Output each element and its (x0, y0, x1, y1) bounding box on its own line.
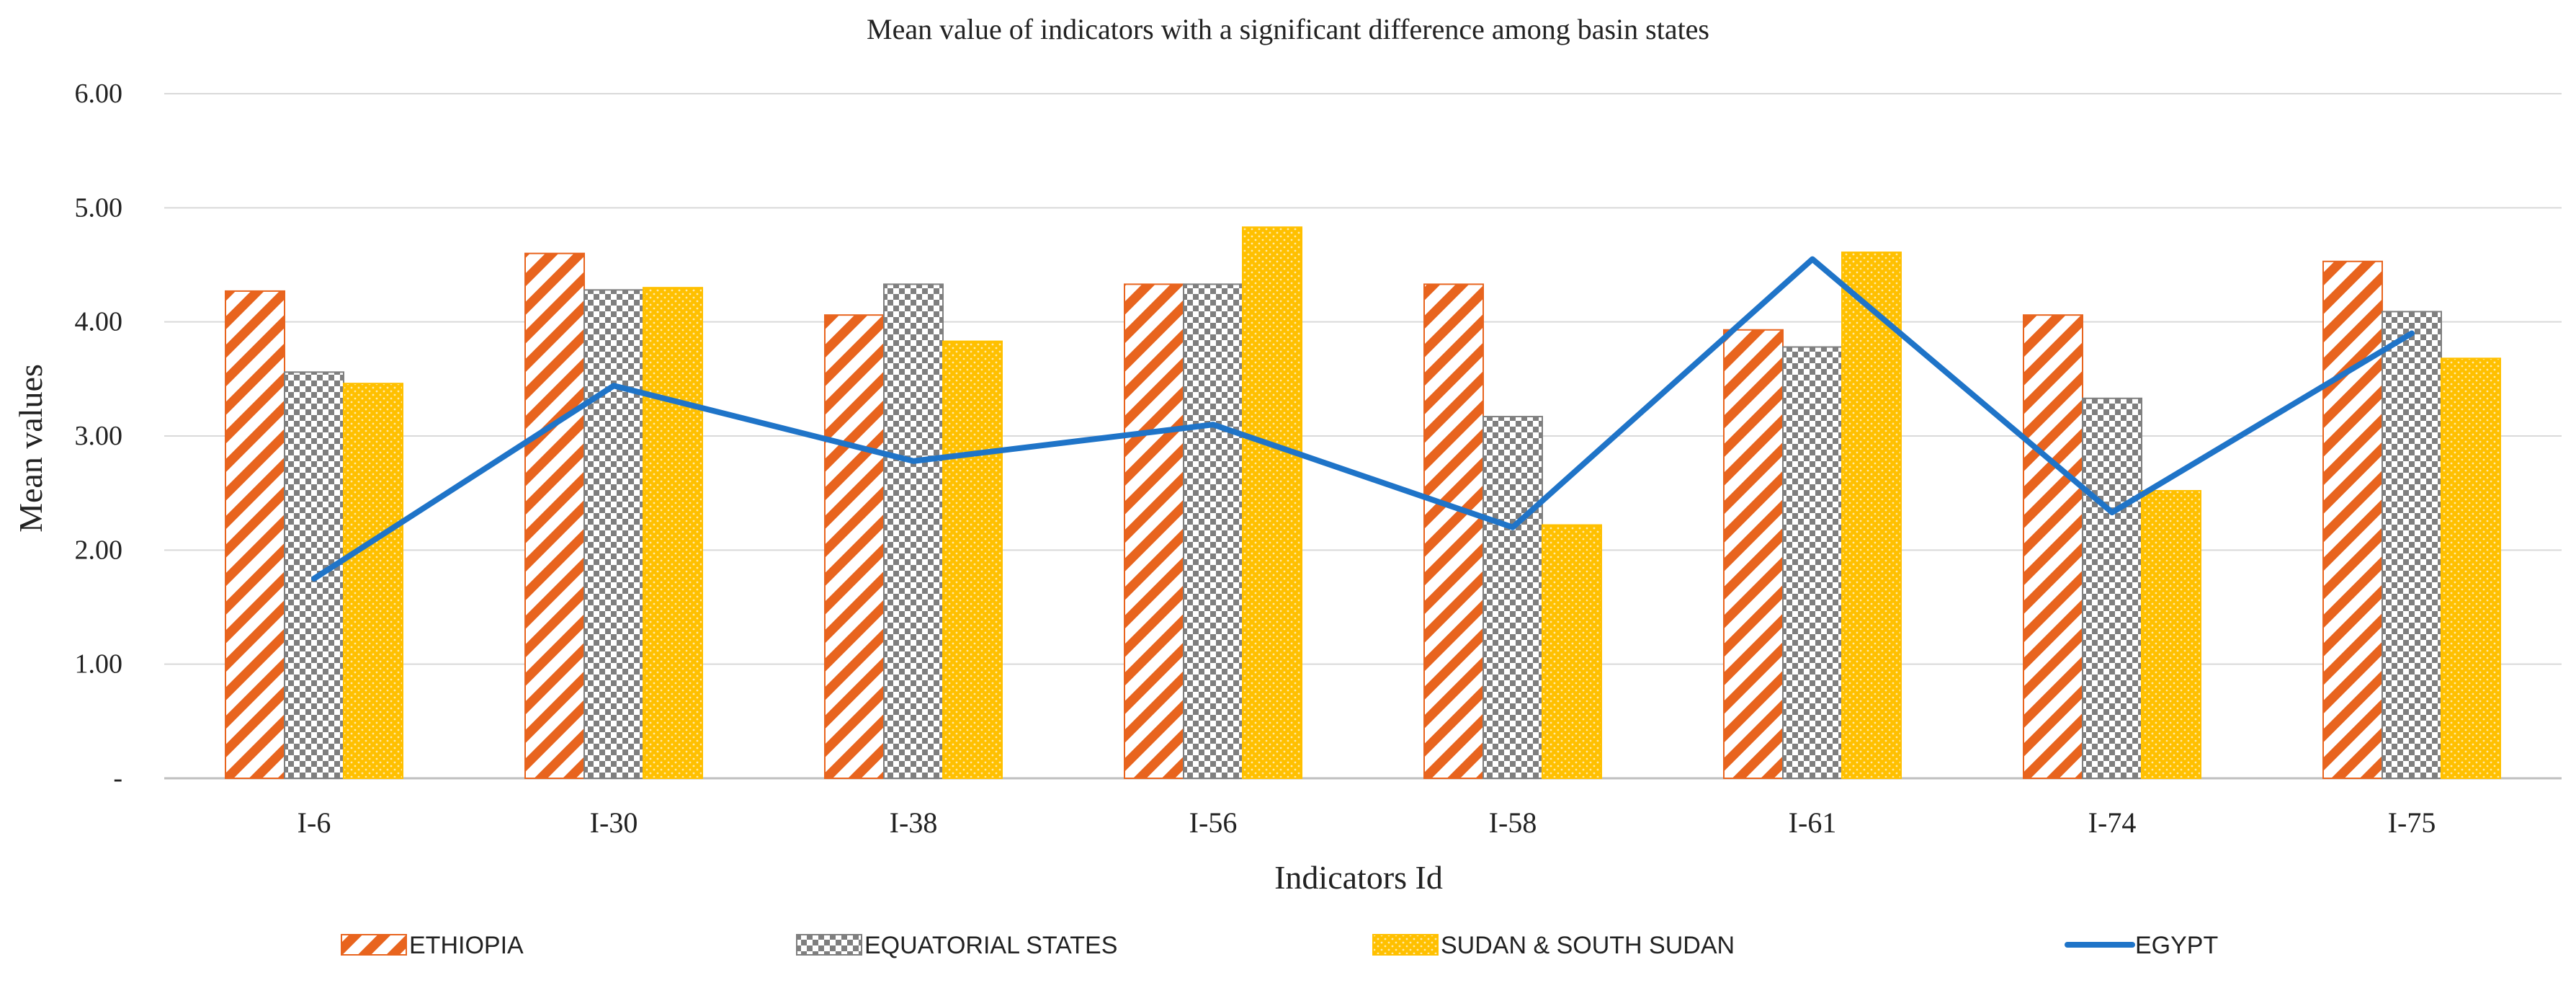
bars (225, 226, 2501, 780)
bar-equatorial-states-i-75 (2382, 311, 2442, 779)
y-tick-label: 3.00 (75, 421, 123, 451)
bar-equatorial-states-i-58 (1482, 416, 1543, 779)
bar-sudan-south-sudan-i-56 (1242, 226, 1302, 779)
egypt-series-line (311, 256, 2415, 582)
bar-ethiopia-i-58 (1423, 283, 1484, 779)
bar-ethiopia-i-6 (225, 290, 285, 779)
legend-label-egypt: EGYPT (2135, 932, 2218, 959)
y-tick-label: 2.00 (75, 535, 123, 565)
bar-ethiopia-i-38 (824, 314, 885, 779)
y-tick-labels: - 1.00 2.00 3.00 4.00 5.00 6.00 (75, 79, 123, 793)
legend-swatch-equatorial-states (796, 934, 862, 956)
bar-equatorial-states-i-38 (883, 283, 944, 779)
y-tick-label: 4.00 (75, 307, 123, 337)
legend-label-sudan-south-sudan: SUDAN & SOUTH SUDAN (1441, 932, 1735, 959)
x-tick-label: I-56 (1189, 806, 1238, 839)
y-tick-label: 5.00 (75, 192, 123, 223)
bar-ethiopia-i-56 (1124, 283, 1184, 779)
x-tick-label: I-75 (2388, 806, 2436, 839)
bar-equatorial-states-i-30 (583, 289, 644, 780)
legend: ETHIOPIA EQUATORIAL STATES SUDAN & SOUTH S… (341, 932, 2218, 959)
bar-sudan-south-sudan-i-6 (343, 383, 403, 779)
bar-equatorial-states-i-56 (1183, 283, 1243, 779)
bar-equatorial-states-i-61 (1782, 346, 1843, 779)
legend-label-equatorial-states: EQUATORIAL STATES (864, 932, 1117, 959)
x-tick-labels: I-6 I-30 I-38 I-56 I-58 I-61 I-74 I-75 (298, 806, 2436, 839)
gridlines (164, 93, 2562, 780)
bar-ethiopia-i-61 (1723, 329, 1784, 779)
y-tick-label: 6.00 (75, 79, 123, 109)
bar-sudan-south-sudan-i-58 (1542, 524, 1602, 779)
bar-sudan-south-sudan-i-61 (1841, 252, 1902, 780)
bar-sudan-south-sudan-i-30 (643, 287, 703, 779)
x-tick-label: I-61 (1789, 806, 1837, 839)
x-axis-label: Indicators Id (1274, 859, 1443, 896)
y-tick-label: 1.00 (75, 649, 123, 680)
legend-swatch-sudan-south-sudan (1372, 934, 1439, 956)
bar-equatorial-states-i-74 (2082, 397, 2142, 779)
y-axis-label: Mean values (12, 364, 49, 533)
chart-title: Mean value of indicators with a signific… (867, 13, 1709, 45)
y-tick-label: - (113, 763, 122, 793)
x-tick-label: I-30 (590, 806, 638, 839)
bar-ethiopia-i-74 (2023, 314, 2083, 779)
legend-swatch-ethiopia (341, 934, 407, 956)
x-tick-label: I-38 (890, 806, 938, 839)
bar-sudan-south-sudan-i-38 (942, 340, 1003, 780)
bar-ethiopia-i-30 (524, 252, 585, 779)
bar-sudan-south-sudan-i-74 (2141, 490, 2201, 779)
x-tick-label: I-74 (2088, 806, 2137, 839)
x-tick-label: I-6 (298, 806, 331, 839)
x-tick-label: I-58 (1489, 806, 1537, 839)
bar-ethiopia-i-75 (2322, 260, 2383, 779)
bar-sudan-south-sudan-i-75 (2441, 357, 2501, 780)
legend-label-ethiopia: ETHIOPIA (409, 932, 524, 959)
egypt-line-layer (311, 256, 2415, 582)
